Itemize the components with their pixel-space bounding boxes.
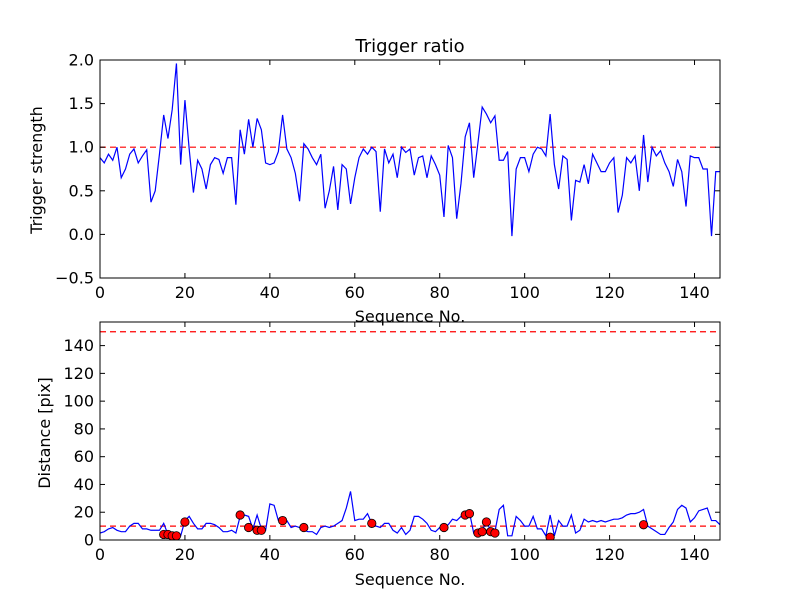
data-point [490,528,500,538]
x-tick-label: 60 [345,545,365,564]
x-tick-label: 100 [509,283,540,302]
x-tick-label: 60 [345,283,365,302]
x-tick-label: 20 [175,545,195,564]
data-line [100,63,720,237]
y-tick-label: 120 [63,364,94,383]
distance-panel: Sequence No. Distance [pix] 0 20 40 60 80 100… [35,321,721,589]
y-tick-label: −0.5 [55,269,94,288]
data-point [235,510,245,520]
data-point [481,517,492,527]
y-tick-label: 1.5 [69,94,94,113]
y-axis-label: Distance [pix] [35,377,54,489]
data-point [171,531,182,540]
data-point [180,517,190,527]
data-point [545,532,555,540]
axes-frame [99,321,721,541]
data-point [477,527,487,537]
y-tick-label: 2.0 [69,51,94,70]
data-point [256,525,266,535]
plot-area [100,331,720,540]
x-tick-label: 40 [260,283,280,302]
data-point [278,515,288,526]
y-tick-label: 100 [63,392,94,411]
plot-area [100,63,720,237]
data-point [439,522,449,533]
data-point [367,518,377,528]
trigger-ratio-panel: Trigger ratio Sequence No. Trigger stren… [27,36,721,326]
x-axis-label: Sequence No. [355,307,466,326]
y-tick-label: 0 [84,531,94,550]
x-tick-label: 0 [95,283,105,302]
x-axis-label: Sequence No. [355,570,466,589]
x-tick-label: 140 [679,545,710,564]
data-point [464,509,475,519]
y-tick-label: 1.0 [69,138,94,157]
x-tick-label: 120 [594,545,625,564]
x-tick-label: 140 [679,283,710,302]
x-tick-label: 80 [430,545,450,564]
y-tick-label: 20 [74,503,94,522]
x-tick-label: 80 [430,283,450,302]
data-point [299,522,309,533]
y-tick-label: 40 [74,475,94,494]
x-tick-label: 0 [95,545,105,564]
x-tick-label: 40 [260,545,280,564]
y-tick-label: 80 [74,419,94,438]
data-point [638,520,649,530]
y-tick-label: 0.5 [69,181,94,200]
data-point [244,522,254,533]
data-line [100,491,720,538]
chart-title: Trigger ratio [354,36,464,57]
x-tick-label: 100 [509,545,540,564]
axes-frame [99,59,721,279]
x-tick-label: 20 [175,283,195,302]
y-tick-label: 140 [63,336,94,355]
y-axis-label: Trigger strength [27,106,46,235]
y-tick-label: 0.0 [69,225,94,244]
x-tick-label: 120 [594,283,625,302]
y-tick-label: 60 [74,447,94,466]
